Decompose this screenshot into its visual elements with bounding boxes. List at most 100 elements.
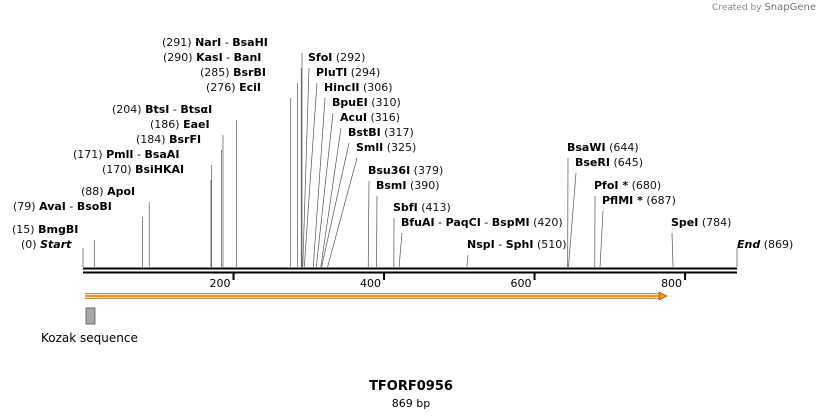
site-enzyme-names: BsmI [376,179,407,192]
enzyme-label-sfoi[interactable]: SfoI (292) [308,51,365,64]
site-position: (171) [73,148,103,161]
enzyme-label-pluti[interactable]: PluTI (294) [316,66,380,79]
name-separator: - [169,103,181,116]
site-enzyme-names: EaeI [183,118,210,131]
axis-tick-label: 600 [511,277,532,290]
site-connector-smli [327,157,358,268]
enzyme-name: BsrFI [169,133,202,146]
enzyme-name: BsrBI [233,66,266,79]
site-enzyme-names: SpeI [671,216,698,229]
site-enzyme-names: BfuAI - PaqCI - BspMI [401,216,530,229]
enzyme-name: BsaHI [232,36,268,49]
site-enzyme-names: AcuI [340,111,367,124]
axis-tick-label: 200 [210,277,231,290]
site-position: (869) [763,238,794,251]
enzyme-label-hincii[interactable]: HincII (306) [324,81,393,94]
site-position: (316) [370,111,401,124]
enzyme-name: PflMI * [602,194,643,207]
site-connector-pluti [303,82,318,268]
site-position: (79) [13,200,36,213]
site-position: (510) [536,238,567,251]
enzyme-name: SphI [505,238,534,251]
site-position: (645) [613,156,644,169]
kozak-feature-label[interactable]: Kozak sequence [41,331,138,345]
enzyme-name: BsaWI [567,141,606,154]
site-enzyme-names: HincII [324,81,360,94]
site-enzyme-names: NspI - SphI [467,238,533,251]
enzyme-name: AvaI [39,200,66,213]
site-enzyme-names: PfoI * [594,179,628,192]
sequence-title: TFORF0956 [369,379,453,394]
enzyme-label-end[interactable]: End (869) [737,238,793,251]
enzyme-label-bsu36i[interactable]: Bsu36I (379) [368,164,443,177]
site-enzyme-names: BsrFI [169,133,201,146]
enzyme-label-eaei[interactable]: (186) EaeI [150,118,210,131]
enzyme-label-bsrbi[interactable]: (285) BsrBI [200,66,266,79]
enzyme-label-bsrfi[interactable]: (184) BsrFI [136,133,201,146]
enzyme-name: SbfI [393,201,418,214]
enzyme-name: BfuAI [401,216,435,229]
enzyme-label-bfuai[interactable]: BfuAI - PaqCI - BspMI (420) [401,216,563,229]
site-position: (784) [701,216,732,229]
enzyme-label-start[interactable]: (0) Start [21,238,71,251]
enzyme-label-acui[interactable]: AcuI (316) [340,111,400,124]
enzyme-label-bpuei[interactable]: BpuEI (310) [332,96,401,109]
name-separator: - [434,216,446,229]
name-separator: - [494,238,506,251]
site-enzyme-names: NarI - BsaHI [195,36,268,49]
site-position: (420) [533,216,563,229]
enzyme-label-bsmi[interactable]: BsmI (390) [376,179,440,192]
snapgene-credit: Created by SnapGene [712,2,816,13]
enzyme-label-apoi[interactable]: (88) ApoI [81,185,135,198]
enzyme-label-pfoi[interactable]: PfoI * (680) [594,179,661,192]
site-connector-bpuei [315,112,334,268]
site-connector-bstbi [321,142,350,268]
site-position: (379) [413,164,444,177]
enzyme-label-btsi[interactable]: (204) BtsI - BtsαI [112,103,212,116]
credit-prefix: Created by [712,3,762,13]
enzyme-label-spei[interactable]: SpeI (784) [671,216,731,229]
enzyme-name: NarI [195,36,222,49]
enzyme-label-kasi[interactable]: (290) KasI - BanI [163,51,261,64]
enzyme-label-nari[interactable]: (291) NarI - BsaHI [162,36,268,49]
enzyme-label-pflmi[interactable]: PflMI * (687) [602,194,676,207]
enzyme-label-bsihkai[interactable]: (170) BsiHKAI [102,163,184,176]
site-position: (292) [335,51,366,64]
enzyme-name: HincII [324,81,360,94]
enzyme-name: PfoI * [594,179,629,192]
site-connector-bseri [568,172,577,268]
site-connector-hincii [312,97,326,268]
enzyme-name: BspMI [491,216,530,229]
axis-tick-label: 800 [661,277,682,290]
enzyme-label-ecii[interactable]: (276) EciI [206,81,261,94]
site-position: (285) [200,66,230,79]
site-position: (325) [386,141,417,154]
enzyme-label-pmli[interactable]: (171) PmlI - BsaAI [73,148,179,161]
enzyme-label-bmgbi[interactable]: (15) BmgBI [12,223,78,236]
enzyme-label-bstbi[interactable]: BstBI (317) [348,126,414,139]
site-enzyme-names: BsrBI [233,66,266,79]
enzyme-name: EaeI [183,118,210,131]
axis-tick-label: 400 [360,277,381,290]
site-position: (276) [206,81,236,94]
enzyme-name: BstBI [348,126,381,139]
site-position: (306) [363,81,393,94]
enzyme-label-nspi[interactable]: NspI - SphI (510) [467,238,567,251]
enzyme-name: NspI [467,238,495,251]
orf-arrow-head[interactable] [658,291,668,301]
site-position: (687) [646,194,676,207]
site-position: (310) [371,96,401,109]
site-enzyme-names: BseRI [575,156,610,169]
site-enzyme-names: BsaWI [567,141,606,154]
enzyme-label-avai[interactable]: (79) AvaI - BsoBI [13,200,112,213]
site-enzyme-names: PflMI * [602,194,643,207]
enzyme-label-bsawi[interactable]: BsaWI (644) [567,141,639,154]
site-connector-spei [671,232,674,268]
site-position: (204) [112,103,142,116]
kozak-feature-box[interactable] [85,307,96,325]
site-position: (15) [12,223,35,236]
site-position: (644) [609,141,639,154]
enzyme-label-smli[interactable]: SmlI (325) [356,141,416,154]
enzyme-label-sbfi[interactable]: SbfI (413) [393,201,451,214]
enzyme-label-bseri[interactable]: BseRI (645) [575,156,643,169]
